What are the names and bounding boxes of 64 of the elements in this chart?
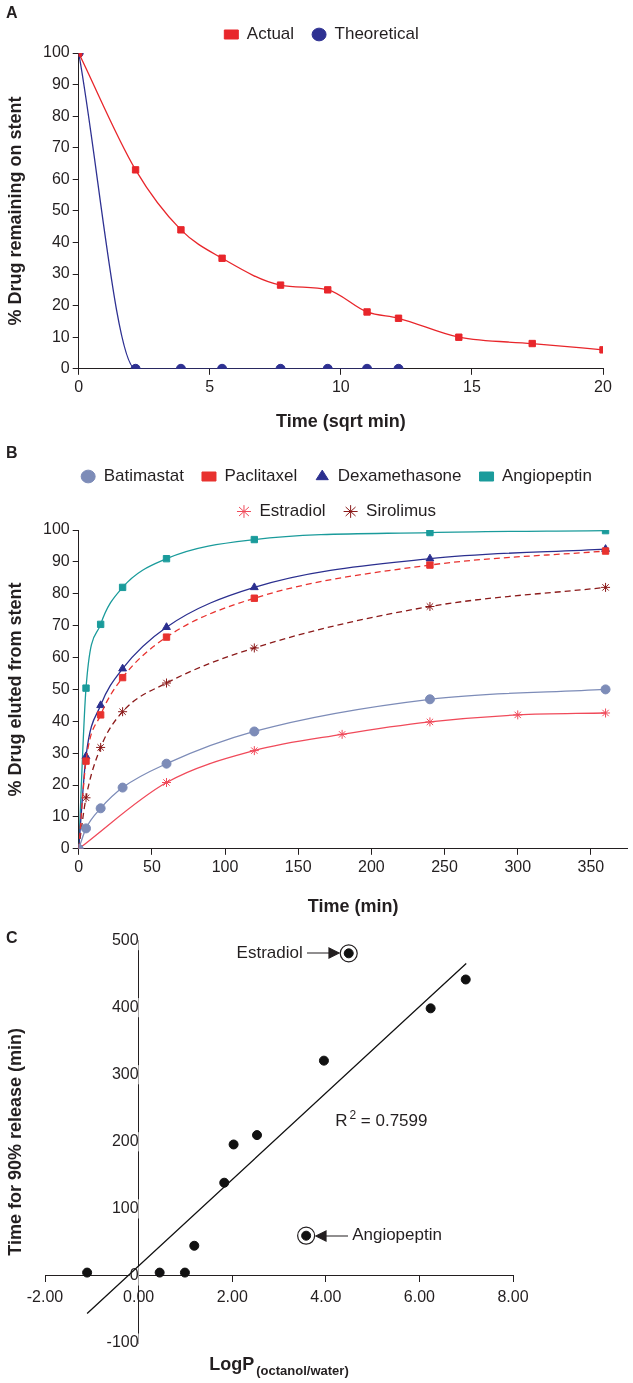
legend-label: Estradiol	[259, 501, 326, 521]
x-tick-label: 20	[594, 377, 612, 395]
x-tick-label: 4.00	[310, 1287, 342, 1305]
legend-label: Sirolimus	[366, 501, 437, 521]
x-tick-label: 50	[142, 857, 161, 875]
y-tick-label: 80	[51, 106, 70, 124]
x-tick-label: 5	[205, 377, 215, 395]
annotation: Estradiol	[236, 943, 303, 963]
y-tick-label: 10	[51, 327, 70, 345]
legend-label: Paclitaxel	[224, 466, 298, 486]
y-tick-label: 70	[51, 616, 70, 634]
legend-label: Dexamethasone	[337, 466, 462, 486]
x-tick-label: 15	[463, 377, 481, 395]
y-tick-label: 50	[51, 201, 70, 219]
y-axis-title: % Drug remaining on stent	[4, 96, 25, 326]
y-tick-label: 40	[51, 232, 70, 250]
y-tick-label: 30	[51, 743, 70, 761]
y-tick-label: 80	[51, 584, 70, 602]
x-tick-label: 150	[284, 857, 312, 875]
legend-label: Actual	[246, 24, 295, 44]
y-tick-label: 90	[51, 552, 70, 570]
y-tick-label: 50	[51, 679, 70, 697]
y-tick-label: 60	[51, 647, 70, 665]
x-axis-title: Time (min)	[307, 895, 399, 916]
y-tick-label: -100	[106, 1333, 139, 1351]
chart-title: C	[6, 929, 18, 947]
x-tick-label: 350	[577, 857, 605, 875]
y-tick-label: 400	[111, 998, 139, 1016]
x-tick-label: 250	[431, 857, 459, 875]
y-tick-label: 20	[51, 296, 70, 314]
x-tick-label: 10	[331, 377, 350, 395]
x-tick-label: 200	[358, 857, 385, 875]
y-tick-label: 100	[111, 1199, 139, 1217]
y-tick-label: 20	[51, 775, 70, 793]
legend-label: Batimastat	[103, 466, 185, 486]
x-tick-label: 6.00	[403, 1287, 436, 1305]
x-tick-label: 100	[211, 857, 239, 875]
y-axis-title: % Drug eluted from stent	[4, 582, 25, 797]
y-tick-label: 70	[51, 138, 70, 156]
y-tick-label: 0	[60, 839, 70, 857]
y-axis-title: Time for 90% release (min)	[4, 1027, 25, 1256]
y-tick-label: 0	[60, 359, 70, 377]
y-tick-label: 30	[51, 264, 70, 282]
y-tick-label: 100	[42, 520, 70, 538]
x-tick-label: -2.00	[26, 1287, 64, 1305]
y-tick-label: 10	[51, 807, 70, 825]
x-tick-label: 0	[74, 377, 84, 395]
chart-title: A	[6, 4, 18, 22]
y-tick-label: 100	[42, 43, 70, 61]
legend-label: Theoretical	[334, 24, 419, 44]
x-axis-title: Time (sqrt min)	[276, 410, 406, 431]
x-tick-label: 0	[74, 857, 84, 875]
y-tick-label: 40	[51, 711, 70, 729]
x-tick-label: 2.00	[216, 1287, 248, 1305]
x-tick-label: 8.00	[497, 1287, 529, 1305]
x-tick-label: 300	[504, 857, 532, 875]
annotation: Angiopeptin	[352, 1225, 442, 1245]
chart-title: B	[6, 444, 18, 462]
y-tick-label: 300	[111, 1065, 139, 1083]
legend-label: Angiopeptin	[502, 466, 592, 486]
y-tick-label: 500	[111, 931, 139, 949]
y-tick-label: 60	[51, 169, 70, 187]
y-tick-label: 200	[111, 1132, 139, 1150]
y-tick-label: 90	[51, 74, 70, 92]
